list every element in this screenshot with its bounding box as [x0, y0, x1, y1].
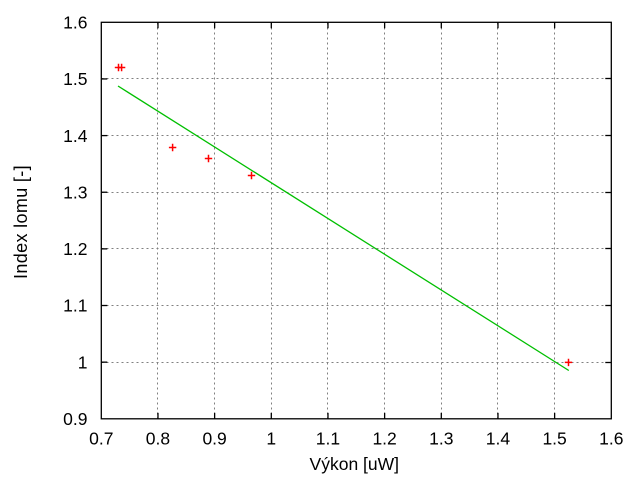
svg-text:1.3: 1.3 — [429, 428, 453, 448]
svg-text:1: 1 — [78, 352, 88, 372]
svg-text:0.7: 0.7 — [89, 428, 113, 448]
svg-text:0.9: 0.9 — [63, 409, 87, 429]
svg-text:1.1: 1.1 — [63, 296, 87, 316]
svg-text:1.6: 1.6 — [599, 428, 623, 448]
svg-text:1.4: 1.4 — [63, 126, 88, 146]
svg-text:Index lomu [-]: Index lomu [-] — [11, 165, 31, 279]
svg-text:1.1: 1.1 — [316, 428, 340, 448]
svg-text:1.2: 1.2 — [63, 239, 87, 259]
svg-text:1: 1 — [266, 428, 276, 448]
svg-text:1.5: 1.5 — [542, 428, 566, 448]
svg-text:1.3: 1.3 — [63, 182, 87, 202]
svg-text:Výkon [uW]: Výkon [uW] — [310, 454, 399, 474]
svg-text:0.9: 0.9 — [202, 428, 226, 448]
svg-text:1.6: 1.6 — [63, 13, 87, 33]
svg-text:1.5: 1.5 — [63, 69, 87, 89]
svg-text:1.2: 1.2 — [372, 428, 396, 448]
svg-text:0.8: 0.8 — [146, 428, 170, 448]
svg-text:1.4: 1.4 — [486, 428, 511, 448]
